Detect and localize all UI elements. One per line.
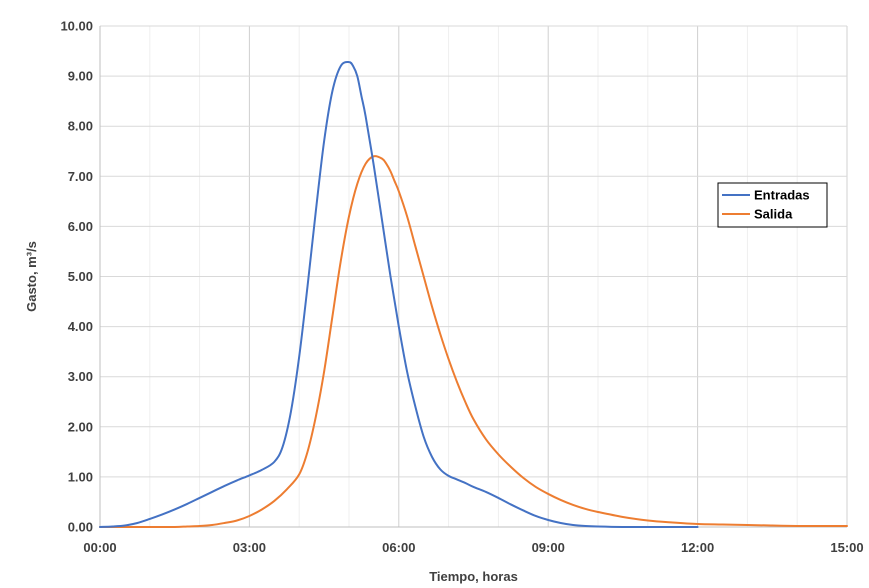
x-tick-label: 06:00 [382,540,415,555]
tick-labels: 0.00 1.00 2.00 3.00 4.00 5.00 6.00 7.00 8.00 9.00… [60,19,863,556]
x-tick-label: 09:00 [532,540,565,555]
y-tick-label: 7.00 [68,169,93,184]
series-line-salida [99,155,848,529]
y-tick-label: 6.00 [68,219,93,234]
legend-box [717,182,828,228]
y-tick-label: 10.00 [60,19,93,34]
grid [100,25,848,527]
x-tick-label: 15:00 [830,540,863,555]
x-tick-label: 03:00 [233,540,266,555]
x-tick-label: 12:00 [681,540,714,555]
y-tick-label: 8.00 [68,119,93,134]
series-line-entradas [99,61,699,529]
legend: Entradas Salida [717,182,828,228]
y-tick-label: 5.00 [68,269,93,284]
legend-label-entradas: Entradas [754,188,810,203]
x-axis-title: Tiempo, horas [429,569,518,584]
axes [99,26,847,528]
y-axis-title: Gasto, m³/s [24,241,39,312]
x-tick-label: 00:00 [83,540,116,555]
y-tick-label: 1.00 [68,469,93,484]
y-tick-label: 9.00 [68,69,93,84]
y-tick-label: 0.00 [68,520,93,535]
series [99,61,848,529]
legend-label-salida: Salida [754,207,793,222]
y-tick-label: 3.00 [68,369,93,384]
y-tick-label: 4.00 [68,319,93,334]
y-tick-label: 2.00 [68,419,93,434]
